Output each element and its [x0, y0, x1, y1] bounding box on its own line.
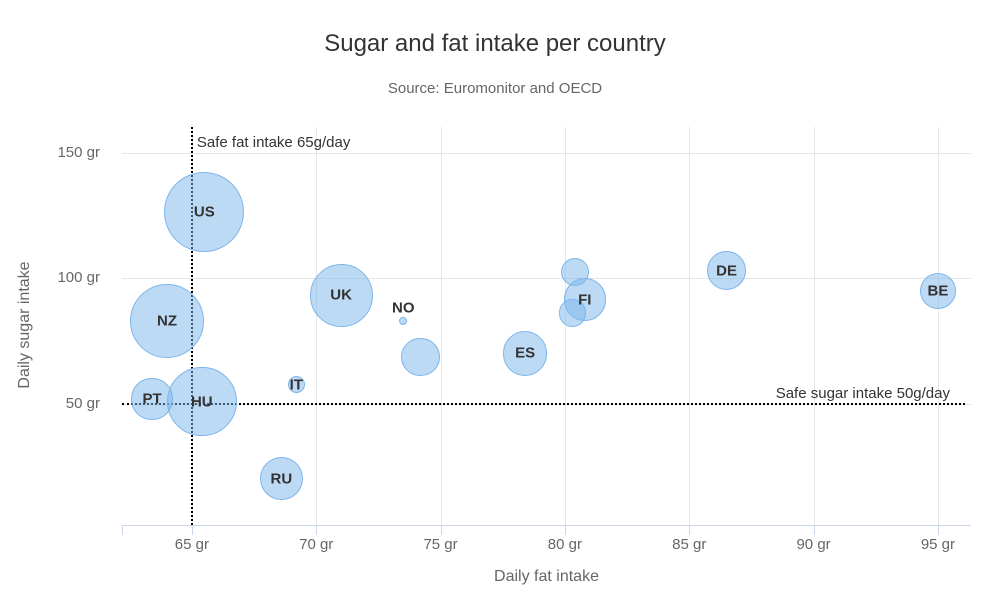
axis-tick-85	[689, 525, 691, 535]
bubble-label-uk: UK	[330, 286, 352, 304]
x-tick-label-80: 80 gr	[547, 536, 582, 553]
axis-tick-75	[440, 525, 442, 535]
bubble-nl[interactable]	[560, 257, 589, 287]
bubble-us[interactable]	[164, 172, 245, 253]
x-tick-label-95: 95 gr	[920, 536, 956, 553]
bubble-label-es: ES	[515, 344, 536, 362]
bubble-nz[interactable]	[129, 284, 205, 359]
bubble-uk[interactable]	[309, 263, 373, 327]
x-gridline-90	[813, 127, 815, 525]
y-tick-label-100: 100 gr	[57, 269, 100, 287]
bubble-label-be: BE	[927, 282, 949, 300]
y-axis-title: Daily sugar intake	[16, 261, 33, 389]
chart-subtitle: Source: Euromonitor and OECD	[387, 80, 603, 97]
x-tick-label-65: 65 gr	[174, 536, 209, 553]
axis-tick-65	[191, 525, 193, 535]
bubble-label-fi: FI	[578, 291, 592, 309]
bubble-label-pt: PT	[142, 390, 162, 408]
bubble-it[interactable]	[287, 376, 305, 394]
bubble-label-de: DE	[716, 262, 737, 280]
bubble-label-ru: RU	[270, 470, 293, 488]
bubble-label-no: NO	[392, 299, 415, 317]
x-axis-line	[122, 525, 971, 526]
x-gridline-70	[316, 127, 318, 525]
bubble-label-us: US	[193, 203, 215, 221]
x-gridline-95	[937, 127, 939, 525]
bubble-es[interactable]	[502, 330, 548, 376]
y-tick-label-150: 150 gr	[57, 143, 100, 161]
bubble-no[interactable]	[399, 316, 408, 325]
x-tick-label-90: 90 gr	[796, 536, 831, 553]
x-tick-label-75: 75 gr	[423, 536, 458, 553]
x-axis-title: Daily fat intake	[494, 568, 599, 585]
x-tick-label-85: 85 gr	[672, 536, 707, 553]
y-tick-label-50: 50 gr	[65, 394, 100, 412]
bubble-label-it: IT	[289, 376, 303, 394]
bubble-label-nz: NZ	[157, 312, 177, 330]
y-gridline-100	[122, 278, 971, 280]
plotline-safe-sugar-label: Safe sugar intake 50g/day	[775, 384, 950, 402]
x-tick-label-70: 70 gr	[299, 536, 334, 553]
axis-tick-70	[316, 525, 318, 535]
bubble-pt[interactable]	[131, 378, 173, 420]
x-gridline-75	[440, 127, 442, 525]
y-gridline-150	[122, 152, 971, 154]
x-gridline-80	[564, 127, 566, 525]
bubble-ru[interactable]	[259, 457, 303, 501]
axis-tick-edge	[122, 525, 123, 535]
bubble-se[interactable]	[558, 299, 586, 327]
bubble-be[interactable]	[919, 272, 956, 309]
axis-tick-80	[564, 525, 566, 535]
chart-title: Sugar and fat intake per country	[324, 30, 666, 57]
x-gridline-85	[689, 127, 691, 525]
bubble-fr[interactable]	[401, 338, 440, 377]
plotline-safe-sugar	[122, 402, 965, 405]
axis-tick-90	[813, 525, 815, 535]
bubble-de[interactable]	[707, 251, 747, 291]
plotline-safe-fat-label: Safe fat intake 65g/day	[196, 134, 351, 151]
axis-tick-95	[937, 525, 939, 535]
bubble-label-hu: HU	[190, 393, 213, 411]
